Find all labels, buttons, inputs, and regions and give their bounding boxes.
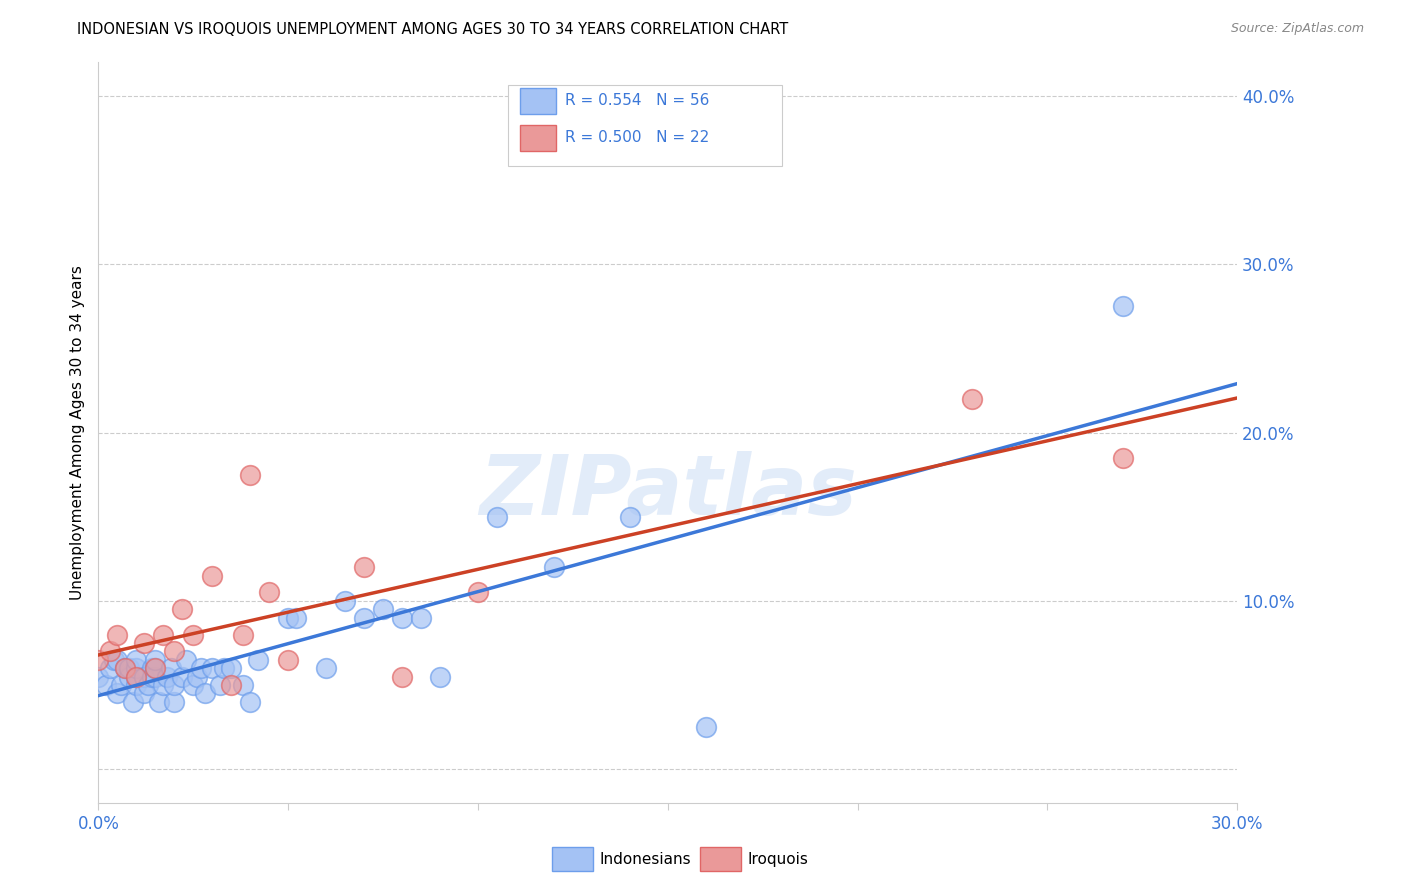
Point [145, 661, 167, 675]
Point [208, 678, 231, 692]
Point [221, 678, 243, 692]
Point [335, 594, 357, 608]
Point [125, 661, 148, 675]
Point [486, 509, 509, 524]
Text: Iroquois: Iroquois [748, 852, 808, 866]
Point [212, 661, 235, 675]
Point [110, 678, 132, 692]
Point [1112, 300, 1135, 314]
Point [232, 627, 254, 641]
Point [170, 602, 193, 616]
FancyBboxPatch shape [509, 85, 782, 166]
Point [114, 661, 136, 675]
Point [315, 661, 337, 675]
Point [284, 610, 307, 624]
Point [391, 610, 413, 624]
Point [132, 686, 155, 700]
FancyBboxPatch shape [551, 847, 593, 871]
Point [98, 644, 121, 658]
Text: R = 0.500   N = 22: R = 0.500 N = 22 [565, 130, 710, 145]
Point [148, 695, 170, 709]
Point [1112, 450, 1135, 465]
Point [174, 653, 197, 667]
Point [141, 670, 163, 684]
Point [125, 653, 148, 667]
Point [125, 670, 148, 684]
Point [94, 678, 117, 692]
Point [221, 661, 243, 675]
Point [121, 695, 143, 709]
Point [201, 568, 224, 582]
Point [103, 653, 125, 667]
Point [353, 560, 375, 574]
Point [239, 467, 262, 482]
Point [145, 670, 167, 684]
Point [98, 661, 121, 675]
Point [136, 678, 159, 692]
Point [429, 670, 451, 684]
Point [277, 653, 299, 667]
Point [277, 610, 299, 624]
Point [183, 678, 205, 692]
Point [960, 392, 983, 406]
Point [107, 653, 129, 667]
Point [194, 686, 217, 700]
Point [391, 670, 413, 684]
Point [353, 610, 375, 624]
Text: Source: ZipAtlas.com: Source: ZipAtlas.com [1230, 22, 1364, 36]
Point [163, 678, 186, 692]
Text: INDONESIAN VS IROQUOIS UNEMPLOYMENT AMONG AGES 30 TO 34 YEARS CORRELATION CHART: INDONESIAN VS IROQUOIS UNEMPLOYMENT AMON… [77, 22, 789, 37]
Point [239, 695, 262, 709]
Point [107, 686, 129, 700]
Point [201, 661, 224, 675]
Text: Indonesians: Indonesians [599, 852, 692, 866]
Point [114, 661, 136, 675]
Point [132, 636, 155, 650]
Point [183, 627, 205, 641]
Point [695, 720, 717, 734]
Point [145, 653, 167, 667]
Point [186, 670, 208, 684]
Point [118, 670, 141, 684]
Point [107, 627, 129, 641]
Point [125, 670, 148, 684]
Point [411, 610, 433, 624]
Point [619, 509, 641, 524]
Point [125, 678, 148, 692]
Point [163, 644, 186, 658]
Point [190, 661, 212, 675]
Point [145, 661, 167, 675]
Point [152, 627, 174, 641]
Point [246, 653, 269, 667]
Point [118, 661, 141, 675]
Text: ZIPatlas: ZIPatlas [479, 451, 856, 533]
Y-axis label: Unemployment Among Ages 30 to 34 years: Unemployment Among Ages 30 to 34 years [69, 265, 84, 600]
Point [232, 678, 254, 692]
Point [159, 661, 181, 675]
FancyBboxPatch shape [520, 125, 557, 152]
Point [170, 670, 193, 684]
Point [543, 560, 565, 574]
FancyBboxPatch shape [520, 87, 557, 114]
Point [259, 585, 281, 599]
Point [152, 678, 174, 692]
Point [87, 653, 110, 667]
Point [467, 585, 489, 599]
Text: R = 0.554   N = 56: R = 0.554 N = 56 [565, 94, 710, 109]
FancyBboxPatch shape [700, 847, 741, 871]
Point [371, 602, 394, 616]
Point [141, 661, 163, 675]
Point [163, 695, 186, 709]
Point [156, 670, 179, 684]
Point [132, 670, 155, 684]
Point [87, 670, 110, 684]
